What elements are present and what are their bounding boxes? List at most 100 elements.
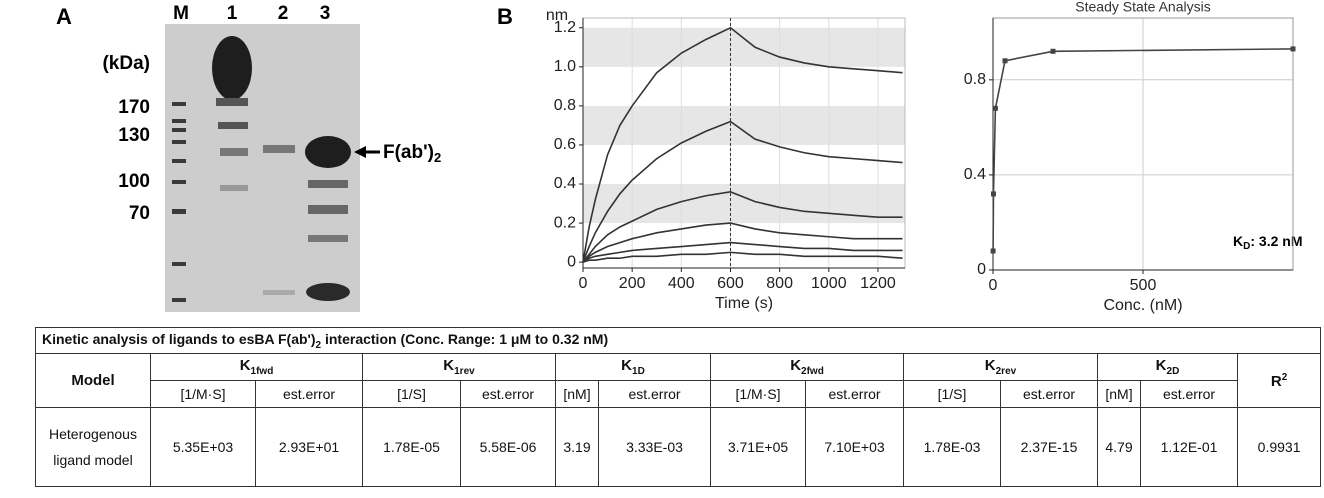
y-tick-label: 0.4	[964, 166, 986, 183]
group-sub: 1D	[632, 366, 645, 377]
y-axis-label: nm	[546, 7, 568, 24]
y-tick-label: 0	[567, 253, 576, 270]
figure: {"panels": {"a": "A", "b": "B", "c": "C"…	[0, 0, 1324, 498]
data-point	[1051, 49, 1056, 54]
y-tick-label: 0.2	[554, 214, 576, 231]
x-axis-label: Conc. (nM)	[1103, 297, 1182, 314]
unit-label: (kDa)	[102, 53, 150, 74]
group-sub: 2fwd	[801, 366, 824, 377]
y-tick-label: 1.0	[554, 58, 576, 75]
lane-label: 3	[320, 3, 331, 24]
annotation-rest: : 3.2 nM	[1250, 233, 1302, 249]
value-cell: 3.33E-03	[599, 408, 711, 487]
title-rest: interaction (Conc. Range: 1 μM to 0.32 n…	[321, 331, 608, 347]
unit-cell: [1/M·S]	[711, 381, 806, 408]
group-main: K	[790, 357, 801, 374]
value-cell: 4.79	[1098, 408, 1141, 487]
y-tick-label: 0.8	[964, 71, 986, 88]
x-tick-label: 400	[668, 275, 695, 292]
grid-band	[583, 184, 905, 223]
r2-main: R	[1271, 373, 1282, 390]
group-header: K1fwd	[151, 354, 363, 381]
value-cell: 1.12E-01	[1141, 408, 1238, 487]
r2-cell: 0.9931	[1238, 408, 1321, 487]
group-main: K	[443, 357, 454, 374]
group-sub: 2rev	[996, 366, 1017, 377]
table-title: Kinetic analysis of ligands to esBA F(ab…	[36, 328, 1321, 354]
group-sub: 1rev	[454, 366, 475, 377]
group-header: K1D	[556, 354, 711, 381]
r2-header: R2	[1238, 354, 1321, 408]
group-header: K2fwd	[711, 354, 904, 381]
value-cell: 3.19	[556, 408, 599, 487]
figure-top: A B C M 1 2 3 (kDa) 170 130 100 70 F(ab'	[0, 0, 1324, 320]
y-tick-label: 0.6	[554, 136, 576, 153]
x-tick-label: 800	[766, 275, 793, 292]
grid-band	[583, 106, 905, 145]
data-point	[1291, 46, 1296, 51]
unit-cell: est.error	[1001, 381, 1098, 408]
group-main: K	[621, 357, 632, 374]
marker-label: 130	[118, 125, 150, 146]
data-line	[583, 252, 903, 262]
arrow-label-main: F(ab')	[383, 142, 434, 163]
arrow-label: F(ab')2	[383, 142, 441, 165]
unit-row: [1/M·S]est.error[1/S]est.error[nM]est.er…	[36, 381, 1321, 408]
group-main: K	[1156, 357, 1167, 374]
arrow-label-sub: 2	[434, 150, 441, 165]
group-main: K	[985, 357, 996, 374]
marker-label: 170	[118, 97, 150, 118]
data-point	[991, 191, 996, 196]
lane-label: 1	[227, 3, 238, 24]
model-header: Model	[36, 354, 151, 408]
unit-cell: est.error	[806, 381, 904, 408]
annotation-sub: D	[1243, 241, 1250, 252]
kd-annotation: KD: 3.2 nM	[1233, 233, 1302, 252]
unit-cell: [1/S]	[363, 381, 461, 408]
data-line	[583, 243, 903, 263]
group-sub: 2D	[1167, 366, 1180, 377]
data-point	[991, 248, 996, 253]
title-row: Kinetic analysis of ligands to esBA F(ab…	[36, 328, 1321, 354]
lane-label: M	[173, 3, 189, 24]
unit-cell: est.error	[599, 381, 711, 408]
unit-cell: [nM]	[556, 381, 599, 408]
x-tick-label: 500	[1130, 277, 1157, 294]
group-sub: 1fwd	[251, 366, 274, 377]
unit-cell: est.error	[461, 381, 556, 408]
model-cell: Heterogenous ligand model	[36, 408, 151, 487]
panel-label: A	[56, 4, 72, 29]
panel-label: B	[497, 4, 513, 29]
unit-cell: est.error	[256, 381, 363, 408]
annotation-main: K	[1233, 233, 1243, 249]
unit-cell: [nM]	[1098, 381, 1141, 408]
chart-title: Steady State Analysis	[1075, 0, 1210, 15]
y-tick-label: 0.4	[554, 175, 576, 192]
group-main: K	[240, 357, 251, 374]
data-point	[993, 106, 998, 111]
kinetics-table: Kinetic analysis of ligands to esBA F(ab…	[35, 327, 1321, 487]
unit-cell: est.error	[1141, 381, 1238, 408]
unit-cell: [1/M·S]	[151, 381, 256, 408]
value-cell: 3.71E+05	[711, 408, 806, 487]
x-tick-label: 1000	[811, 275, 847, 292]
y-tick-label: 0	[977, 261, 986, 278]
group-header: K2rev	[904, 354, 1098, 381]
value-cell: 2.37E-15	[1001, 408, 1098, 487]
gel-image	[165, 24, 360, 312]
data-point	[1003, 58, 1008, 63]
marker-label: 100	[118, 171, 150, 192]
group-header: K2D	[1098, 354, 1238, 381]
x-tick-label: 0	[989, 277, 998, 294]
x-tick-label: 200	[619, 275, 646, 292]
lane-label: 2	[278, 3, 289, 24]
r2-sup: 2	[1282, 372, 1288, 383]
x-tick-label: 600	[717, 275, 744, 292]
x-tick-label: 1200	[860, 275, 896, 292]
value-cell: 1.78E-03	[904, 408, 1001, 487]
x-tick-label: 0	[579, 275, 588, 292]
x-axis-label: Time (s)	[715, 295, 773, 312]
y-tick-label: 0.8	[554, 97, 576, 114]
